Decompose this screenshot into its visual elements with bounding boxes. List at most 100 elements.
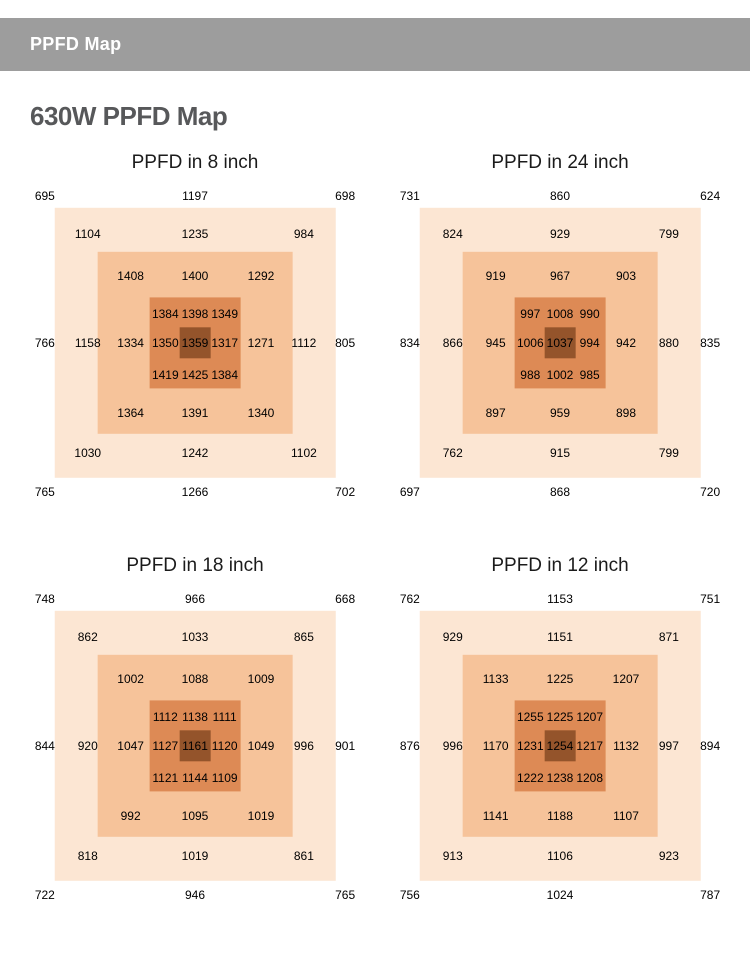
chart-ppfd-24inch: PPFD in 24 inch 731 860 624 824 929 799 919 967…: [395, 152, 725, 503]
ppfd-value: 697: [399, 484, 420, 499]
ppfd-plot-24inch: 731 860 624 824 929 799 919 967 903 997 1008 990 834…: [395, 183, 725, 503]
ppfd-value: 1104: [74, 227, 101, 242]
ppfd-value: 913: [442, 849, 463, 864]
ppfd-value: 799: [658, 227, 679, 242]
ppfd-value: 1019: [181, 849, 209, 864]
ppfd-value: 897: [485, 406, 506, 421]
ppfd-value: 799: [658, 446, 679, 461]
ppfd-value: 1109: [211, 771, 238, 785]
ppfd-value: 903: [615, 268, 637, 283]
center-cell-square: [544, 327, 576, 359]
ppfd-value: 1334: [117, 336, 144, 350]
ppfd-value: 1161: [182, 739, 208, 753]
ppfd-value: 1121: [152, 771, 179, 785]
ppfd-value: 1425: [181, 368, 209, 382]
ppfd-value: 765: [335, 887, 356, 902]
ppfd-value: 751: [700, 591, 721, 606]
ppfd-value: 722: [34, 887, 55, 902]
ppfd-value: 1120: [211, 739, 238, 753]
ppfd-value: 1222: [516, 771, 544, 785]
ppfd-value: 624: [700, 188, 721, 203]
ppfd-value: 1225: [546, 710, 574, 725]
ppfd-value: 1254: [546, 739, 574, 753]
ppfd-value: 762: [442, 446, 463, 461]
ppfd-value: 966: [184, 591, 206, 606]
ppfd-value: 929: [549, 227, 571, 242]
ppfd-value: 946: [184, 887, 206, 902]
ppfd-value: 1317: [211, 336, 239, 350]
ppfd-value: 862: [77, 630, 98, 645]
ppfd-plot-18inch: 748 966 668 862 1033 865 1002 1088 1009 1112 1138 1…: [30, 586, 360, 906]
ppfd-value: 1006: [516, 336, 544, 350]
ppfd-value: 1235: [181, 227, 209, 242]
ppfd-value: 1340: [247, 406, 275, 421]
ppfd-value: 1141: [482, 809, 509, 824]
ppfd-value: 866: [442, 336, 463, 350]
ppfd-value: 996: [442, 739, 463, 753]
ppfd-value: 992: [120, 809, 141, 824]
chart-ppfd-12inch: PPFD in 12 inch 762 1153 751 929 1151 871 1133…: [395, 555, 725, 906]
ppfd-value: 994: [579, 336, 600, 350]
ppfd-value: 984: [293, 227, 314, 242]
ppfd-value: 695: [34, 188, 55, 203]
ppfd-value: 1170: [482, 739, 509, 753]
ppfd-value: 860: [549, 188, 571, 203]
header-title: PPFD Map: [30, 34, 122, 54]
ppfd-value: 929: [442, 630, 463, 645]
ppfd-value: 988: [520, 368, 541, 382]
ppfd-value: 1030: [74, 446, 102, 461]
ppfd-value: 1271: [247, 336, 275, 350]
chart-ppfd-8inch: PPFD in 8 inch 695 1197 698 1104 1235 984 1408…: [30, 152, 360, 503]
ppfd-value: 787: [700, 887, 721, 902]
chart-title-18inch: PPFD in 18 inch: [126, 555, 264, 576]
ppfd-value: 997: [520, 307, 541, 322]
ppfd-value: 1127: [152, 739, 179, 753]
ppfd-value: 1266: [181, 484, 209, 499]
ppfd-value: 1112: [291, 336, 317, 350]
ppfd-value: 1400: [181, 268, 209, 283]
ppfd-value: 1144: [182, 771, 208, 785]
chart-title-8inch: PPFD in 8 inch: [131, 152, 259, 173]
ppfd-value: 920: [77, 739, 98, 753]
ppfd-value: 1398: [181, 307, 209, 322]
ppfd-value: 1112: [152, 710, 178, 725]
ppfd-value: 1384: [151, 307, 179, 322]
ppfd-value: 959: [549, 406, 571, 421]
ppfd-value: 1019: [247, 809, 275, 824]
ppfd-value: 871: [658, 630, 679, 645]
ppfd-value: 1132: [613, 739, 639, 753]
ppfd-value: 1350: [151, 336, 179, 350]
ppfd-value: 1217: [576, 739, 604, 753]
ppfd-value: 985: [579, 368, 600, 382]
ppfd-value: 1002: [117, 671, 144, 686]
ppfd-value: 1047: [117, 739, 144, 753]
ppfd-value: 1225: [546, 671, 574, 686]
ppfd-value: 1151: [547, 630, 573, 645]
ppfd-value: 1231: [516, 739, 544, 753]
ppfd-value: 1033: [181, 630, 209, 645]
ppfd-value: 1188: [547, 809, 573, 824]
ppfd-value: 731: [399, 188, 420, 203]
ppfd-value: 901: [335, 739, 356, 753]
main-content: 630W PPFD Map PPFD in 8 inch 695 1197 698 1…: [0, 101, 750, 906]
ppfd-value: 923: [658, 849, 679, 864]
ppfd-value: 894: [700, 739, 721, 753]
center-cell-square: [544, 730, 576, 762]
ppfd-value: 1158: [74, 336, 101, 350]
ppfd-value: 996: [293, 739, 314, 753]
ppfd-value: 919: [485, 268, 506, 283]
ppfd-value: 1364: [117, 406, 144, 421]
ppfd-value: 1359: [181, 336, 209, 350]
ppfd-value: 1002: [546, 368, 574, 382]
ppfd-value: 1384: [211, 368, 239, 382]
page-title: 630W PPFD Map: [30, 101, 228, 131]
ppfd-value: 880: [658, 336, 679, 350]
ppfd-value: 1207: [576, 710, 604, 725]
ppfd-value: 1242: [181, 446, 209, 461]
ppfd-value: 844: [34, 739, 55, 753]
ppfd-plot-12inch: 762 1153 751 929 1151 871 1133 1225 1207 1255 1225…: [395, 586, 725, 906]
ppfd-value: 876: [399, 739, 420, 753]
ppfd-value: 1349: [211, 307, 239, 322]
header-bar: PPFD Map: [0, 18, 750, 71]
ppfd-value: 1102: [290, 446, 317, 461]
